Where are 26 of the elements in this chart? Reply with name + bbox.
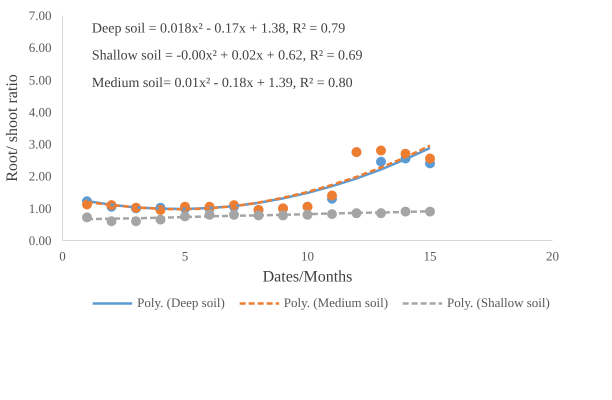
point	[376, 156, 386, 167]
y-tick-label: 1.00	[28, 200, 52, 216]
y-tick-label: 4.00	[28, 104, 52, 120]
y-tick-label: 6.00	[28, 40, 52, 56]
legend-label: Poly. (Medium soil)	[284, 295, 388, 311]
legend-label: Poly. (Deep soil)	[137, 295, 225, 311]
annotation: Medium soil= 0.01x² - 0.18x + 1.39, R² = 0.80	[92, 76, 353, 92]
y-tick-label: 0.00	[28, 233, 52, 248]
y-tick-label: 3.00	[28, 136, 52, 152]
x-tick-label: 5	[182, 248, 188, 264]
x-tick-label: 0	[59, 248, 66, 264]
point	[425, 154, 435, 164]
point	[327, 190, 337, 200]
y-tick-label: 7.00	[28, 8, 52, 23]
y-axis-title: Root/ shoot ratio	[4, 74, 21, 182]
x-axis-title: Dates/Months	[262, 268, 352, 286]
annotation: Deep soil = 0.018x² - 0.17x + 1.38, R² = 0.79	[92, 21, 346, 36]
y-tick-label: 5.00	[28, 72, 52, 88]
point	[376, 146, 386, 156]
x-tick-label: 10	[301, 248, 314, 264]
x-tick-label: 15	[424, 248, 436, 264]
annotation: Shallow soil = -0.00x² + 0.02x + 0.62, R² = 0.69	[92, 48, 362, 64]
legend-label: Poly. (Shallow soil)	[447, 295, 550, 311]
point	[425, 206, 435, 217]
y-tick-label: 2.00	[28, 168, 52, 184]
x-tick-label: 20	[546, 248, 559, 264]
